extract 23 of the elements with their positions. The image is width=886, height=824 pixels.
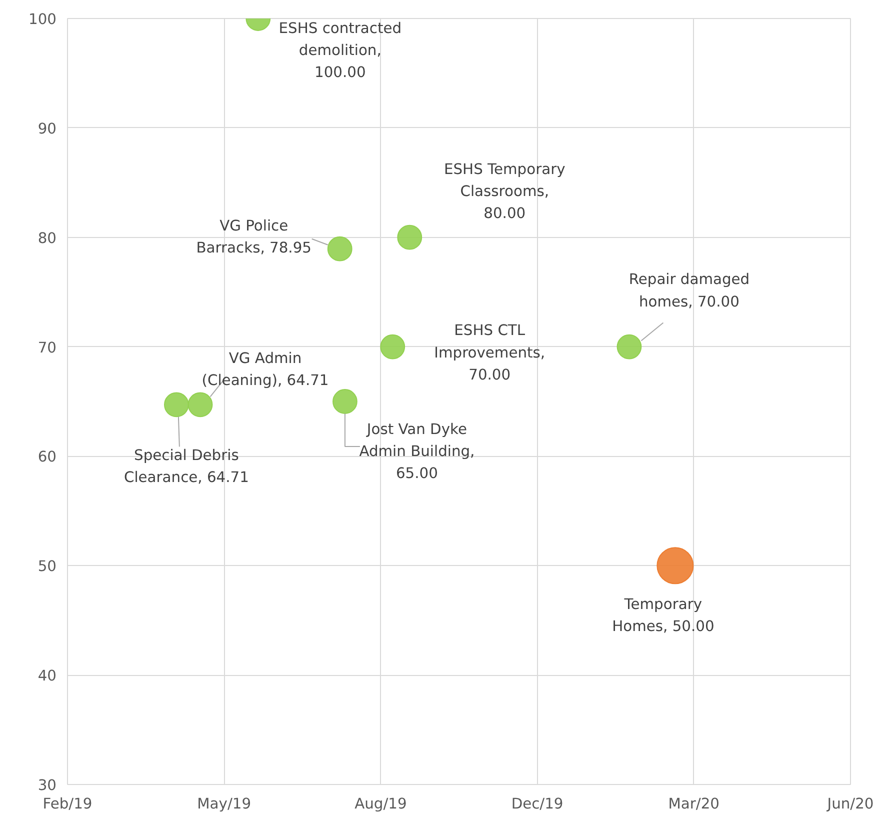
y-tick-label: 40 — [38, 668, 57, 685]
annotation: ESHS contracted demolition, 100.00 — [278, 20, 402, 82]
x-tick-label: Jun/20 — [826, 796, 874, 812]
y-tick-label: 60 — [38, 448, 57, 466]
annotation: Temporary Homes, 50.00 — [612, 596, 714, 636]
y-tick-label: 80 — [38, 230, 57, 247]
y-tick-label: 50 — [38, 558, 57, 576]
annotation: VG Admin (Cleaning), 64.71 — [202, 350, 329, 390]
x-tick-label: Aug/19 — [354, 796, 407, 812]
y-tick-label: 70 — [38, 339, 57, 356]
x-tick-label: Feb/19 — [42, 796, 92, 812]
annotation: ESHS CTL Improvements, 70.00 — [434, 322, 546, 384]
y-tick-label: 30 — [38, 777, 57, 794]
annotation: VG Police Barracks, 78.95 — [196, 217, 312, 256]
annotation: Repair damaged homes, 70.00 — [628, 271, 750, 310]
x-tick-label: May/19 — [197, 796, 252, 812]
y-tick-label: 90 — [38, 120, 57, 138]
x-tick-label: Mar/20 — [668, 796, 720, 812]
y-tick-label: 100 — [28, 11, 57, 28]
annotation: Jost Van Dyke Admin Building, 65.00 — [359, 420, 475, 482]
x-tick-label: Dec/19 — [511, 796, 564, 812]
annotation: Special Debris Clearance, 64.71 — [124, 447, 249, 486]
annotation: ESHS Temporary Classrooms, 80.00 — [444, 160, 566, 222]
